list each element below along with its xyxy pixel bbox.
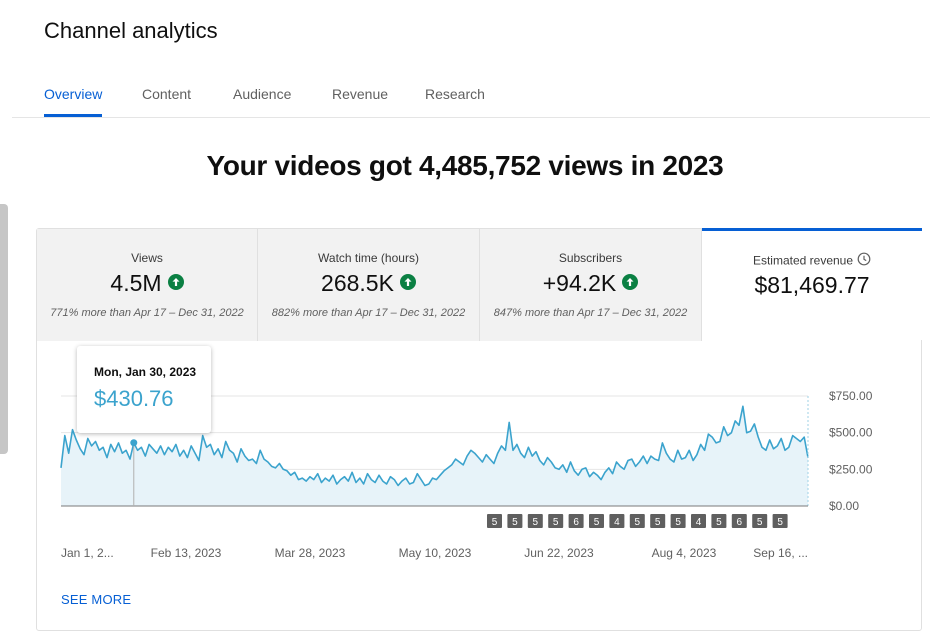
x-tick-label: Mar 28, 2023: [275, 546, 346, 560]
upload-marker-count: 5: [777, 517, 783, 528]
metric-label: Subscribers: [558, 251, 623, 265]
analytics-card: Views 4.5M 771% more than Apr 17 – Dec 3…: [36, 228, 922, 631]
upload-marker: [731, 514, 747, 528]
metric-value-row: +94.2K: [480, 270, 701, 298]
upload-marker-count: 4: [696, 517, 702, 528]
series-area: [61, 406, 808, 506]
clock-icon[interactable]: [857, 252, 871, 269]
see-more-link[interactable]: SEE MORE: [61, 592, 132, 607]
x-tick-label: Jun 22, 2023: [524, 546, 594, 560]
upload-marker: [772, 514, 788, 528]
tab-bar: Overview Content Audience Revenue Resear…: [12, 76, 930, 118]
metric-label: Watch time (hours): [318, 251, 419, 265]
chart-tooltip: Mon, Jan 30, 2023 $430.76: [77, 346, 211, 433]
upload-marker: [527, 514, 543, 528]
upload-marker-count: 5: [492, 517, 498, 528]
upload-marker-count: 4: [614, 517, 620, 528]
metric-comparison: 882% more than Apr 17 – Dec 31, 2022: [271, 307, 466, 319]
metric-estimated-revenue[interactable]: Estimated revenue $81,469.77: [702, 228, 922, 340]
metric-subscribers[interactable]: Subscribers +94.2K 847% more than Apr 17…: [480, 229, 702, 341]
tooltip-value: $430.76: [94, 386, 174, 411]
tab-content[interactable]: Content: [142, 86, 192, 102]
y-tick-label: $0.00: [829, 499, 859, 513]
metric-label: Views: [131, 251, 163, 265]
x-tick-label: Sep 16, ...: [753, 546, 808, 560]
upload-marker: [752, 514, 768, 528]
upload-marker-count: 5: [675, 517, 681, 528]
upload-marker: [609, 514, 625, 528]
trend-up-icon: [399, 269, 416, 296]
upload-marker: [568, 514, 584, 528]
tab-research[interactable]: Research: [425, 86, 485, 102]
metric-value: 268.5K: [321, 270, 394, 296]
y-tick-label: $750.00: [829, 389, 873, 403]
upload-marker: [589, 514, 604, 528]
upload-marker-count: 5: [655, 517, 661, 528]
metric-value-row: $81,469.77: [702, 272, 922, 299]
upload-marker-count: 5: [757, 517, 763, 528]
metric-value-row: 4.5M: [37, 270, 257, 298]
upload-marker: [670, 514, 686, 528]
x-tick-label: May 10, 2023: [399, 546, 472, 560]
upload-marker: [487, 514, 502, 528]
page-title: Channel analytics: [44, 18, 218, 43]
upload-marker-count: 5: [635, 517, 641, 528]
tab-overview[interactable]: Overview: [44, 86, 103, 102]
upload-marker-count: 5: [716, 517, 722, 528]
metric-value: $81,469.77: [754, 272, 870, 298]
metric-value-row: 268.5K: [258, 270, 479, 298]
metric-views[interactable]: Views 4.5M 771% more than Apr 17 – Dec 3…: [37, 229, 258, 341]
metric-label: Estimated revenue: [752, 253, 854, 268]
upload-marker: [629, 514, 645, 528]
upload-marker-count: 5: [553, 517, 559, 528]
upload-marker: [650, 514, 666, 528]
y-tick-label: $250.00: [829, 462, 873, 476]
upload-marker-count: 5: [594, 517, 600, 528]
upload-marker-count: 5: [533, 517, 539, 528]
summary-headline: Your videos got 4,485,752 views in 2023: [206, 150, 724, 181]
tab-revenue[interactable]: Revenue: [332, 86, 389, 102]
x-tick-label: Aug 4, 2023: [652, 546, 717, 560]
metric-label-row: Estimated revenue: [702, 252, 922, 270]
upload-marker: [691, 514, 706, 528]
metric-value: 4.5M: [110, 270, 162, 296]
upload-marker-count: 6: [737, 517, 743, 528]
tab-audience[interactable]: Audience: [233, 86, 292, 102]
upload-marker: [507, 514, 523, 528]
upload-marker: [711, 514, 727, 528]
metric-comparison: 847% more than Apr 17 – Dec 31, 2022: [493, 307, 688, 319]
hover-point: [130, 439, 138, 447]
series-line: [60, 405, 809, 487]
x-tick-label: Jan 1, 2...: [61, 546, 114, 560]
upload-marker-count: 6: [573, 517, 579, 528]
trend-up-icon: [622, 269, 639, 296]
trend-up-icon: [167, 269, 184, 296]
metric-comparison: 771% more than Apr 17 – Dec 31, 2022: [50, 307, 244, 319]
upload-marker: [548, 514, 564, 528]
upload-marker-count: 5: [512, 517, 518, 528]
scrollbar[interactable]: [0, 204, 8, 454]
metric-watch-time[interactable]: Watch time (hours) 268.5K 882% more than…: [258, 229, 480, 341]
tooltip-date: Mon, Jan 30, 2023: [94, 365, 197, 379]
active-tab-indicator: [44, 114, 102, 117]
x-tick-label: Feb 13, 2023: [151, 546, 222, 560]
y-tick-label: $500.00: [829, 426, 873, 440]
metric-value: +94.2K: [542, 270, 617, 296]
